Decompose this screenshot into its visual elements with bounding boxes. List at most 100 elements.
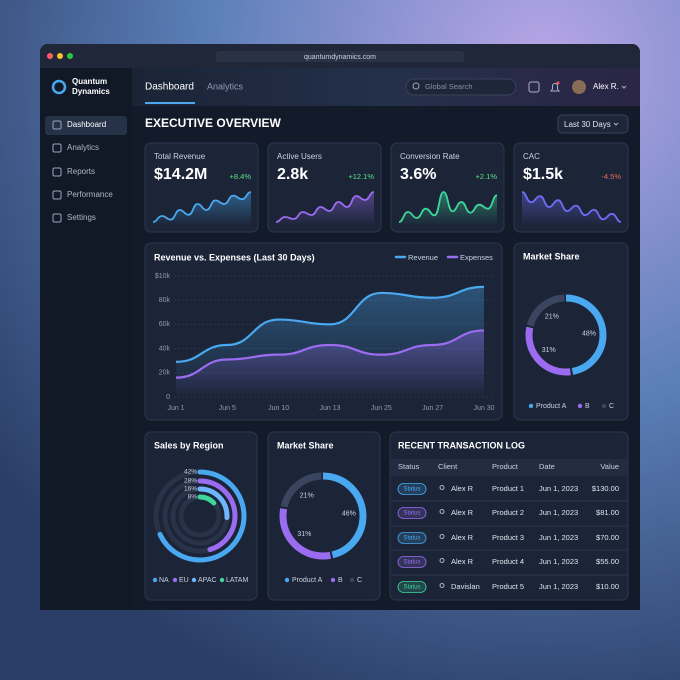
chart-title: Revenue vs. Expenses (Last 30 Days) <box>154 252 315 262</box>
table-cell: Jun 1, 2023 <box>539 533 578 542</box>
client-icon <box>439 509 445 514</box>
column-header: Value <box>600 462 619 471</box>
table-cell: Status <box>403 585 420 591</box>
legend-dot <box>330 577 336 583</box>
search-box[interactable] <box>405 78 517 96</box>
kpi-value: $14.2M <box>154 166 207 183</box>
bell-icon[interactable] <box>550 83 560 92</box>
tab[interactable]: Dashboard <box>145 82 194 93</box>
brand: Dynamics <box>72 87 110 96</box>
minimize[interactable] <box>57 53 63 59</box>
nav-icon <box>52 167 62 177</box>
x-tick-label: Jun 13 <box>319 405 340 412</box>
client-icon <box>439 485 445 490</box>
brand: Quantum <box>72 77 107 86</box>
legend-dot <box>577 403 583 409</box>
series-line <box>175 329 485 379</box>
ring-label: 28% <box>184 478 197 485</box>
search-placeholder: Global Search <box>425 82 473 91</box>
column-header: Date <box>539 462 555 471</box>
x-tick-label: Jun 5 <box>219 405 236 412</box>
segment-label: 48% <box>582 330 596 337</box>
table-cell: Product 2 <box>492 508 524 517</box>
chart-card <box>144 431 258 601</box>
status-pill <box>397 556 427 568</box>
table-header <box>391 459 627 476</box>
client-icon <box>439 583 445 588</box>
nav-item[interactable]: Performance <box>67 190 113 199</box>
nav-icon <box>52 120 62 130</box>
table-cell: Alex R <box>451 533 474 542</box>
series-area <box>176 330 484 397</box>
kpi-change: +12.1% <box>348 172 374 181</box>
chevron <box>613 122 619 126</box>
url-bar[interactable] <box>216 51 464 62</box>
sparkline <box>152 191 252 223</box>
legend-label: Revenue <box>408 253 438 262</box>
y-tick-label: 20k <box>159 370 171 377</box>
notification-dot <box>556 81 560 85</box>
chart-card <box>267 431 381 601</box>
range-label: Last 30 Days <box>564 120 611 129</box>
search-icon <box>412 82 420 90</box>
table-cell: Product 3 <box>492 533 524 542</box>
legend-label: LATAM <box>226 577 248 584</box>
status-pill <box>397 532 427 544</box>
table-cell: $10.00 <box>596 582 619 591</box>
avatar[interactable] <box>572 80 586 94</box>
sparkline-area <box>153 192 251 226</box>
kpi-change: +8.4% <box>230 172 252 181</box>
nav-item[interactable]: Dashboard <box>67 120 106 129</box>
y-tick-label: $10k <box>155 273 171 280</box>
user-name[interactable]: Alex R. <box>593 82 619 91</box>
table-cell: Product 1 <box>492 484 524 493</box>
calendar-icon[interactable] <box>528 81 540 93</box>
ring-arc <box>162 478 238 554</box>
table-cell: Jun 1, 2023 <box>539 484 578 493</box>
table-cell: $55.00 <box>596 557 619 566</box>
nav-item[interactable]: Settings <box>67 213 96 222</box>
legend-label: APAC <box>198 577 217 584</box>
table-cell: Jun 1, 2023 <box>539 508 578 517</box>
nav-item[interactable]: Reports <box>67 167 95 176</box>
sparkline <box>521 191 622 223</box>
close[interactable] <box>47 53 53 59</box>
kpi-change: -4.5% <box>601 172 621 181</box>
legend-dot <box>349 577 355 583</box>
nav-active <box>45 116 127 135</box>
legend-dot <box>601 403 607 409</box>
sidebar <box>40 68 132 610</box>
client-icon <box>439 534 445 539</box>
y-tick-label: 40k <box>159 345 171 352</box>
table-title: RECENT TRANSACTION LOG <box>398 440 525 450</box>
status-pill <box>397 507 427 519</box>
legend-label: Expenses <box>460 253 493 262</box>
nav-item[interactable]: Analytics <box>67 143 99 152</box>
table-cell: Status <box>403 560 420 566</box>
x-tick-label: Jun 25 <box>371 405 392 412</box>
zoom[interactable] <box>67 53 73 59</box>
chevron <box>621 85 627 89</box>
column-header: Client <box>438 462 458 471</box>
legend-dot <box>172 577 178 583</box>
y-tick-label: 60k <box>159 321 171 328</box>
y-tick-label: 80k <box>159 297 171 304</box>
legend-dot <box>152 577 158 583</box>
segment-label: 21% <box>545 314 559 321</box>
nav-icon <box>52 190 62 200</box>
table-cell: $81.00 <box>596 508 619 517</box>
sparkline <box>398 191 498 223</box>
kpi-change: +2.1% <box>476 172 498 181</box>
x-tick-label: Jun 1 <box>167 405 184 412</box>
range-button[interactable] <box>557 114 629 134</box>
ring-arc <box>170 486 230 546</box>
chart-title: Sales by Region <box>154 440 224 450</box>
sparkline-area <box>399 192 497 226</box>
x-tick-label: Jun 30 <box>473 405 494 412</box>
kpi-label: Total Revenue <box>154 152 206 161</box>
logo <box>51 79 67 95</box>
tab[interactable]: Analytics <box>207 81 244 91</box>
status-pill <box>397 581 427 593</box>
donut-segment <box>279 472 367 560</box>
kpi-label: Active Users <box>277 152 322 161</box>
